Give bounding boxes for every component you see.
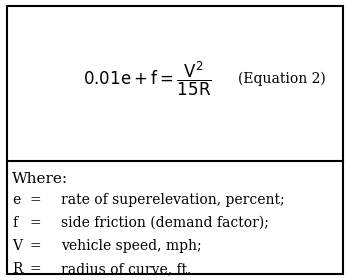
Text: R: R xyxy=(12,262,23,276)
FancyBboxPatch shape xyxy=(7,6,343,274)
Text: radius of curve, ft.: radius of curve, ft. xyxy=(61,262,192,276)
Text: Where:: Where: xyxy=(12,172,68,186)
Text: (Equation 2): (Equation 2) xyxy=(238,71,326,86)
Text: e: e xyxy=(12,193,21,207)
Text: f: f xyxy=(12,216,18,230)
Text: rate of superelevation, percent;: rate of superelevation, percent; xyxy=(61,193,285,207)
Text: vehicle speed, mph;: vehicle speed, mph; xyxy=(61,239,202,253)
Text: V: V xyxy=(12,239,22,253)
Text: =: = xyxy=(29,216,41,230)
Text: $0.01\mathrm{e} + \mathrm{f} = \dfrac{\mathrm{V}^{2}}{15\mathrm{R}}$: $0.01\mathrm{e} + \mathrm{f} = \dfrac{\m… xyxy=(83,59,211,97)
Text: =: = xyxy=(29,262,41,276)
Text: =: = xyxy=(29,239,41,253)
Text: side friction (demand factor);: side friction (demand factor); xyxy=(61,216,269,230)
Text: =: = xyxy=(29,193,41,207)
